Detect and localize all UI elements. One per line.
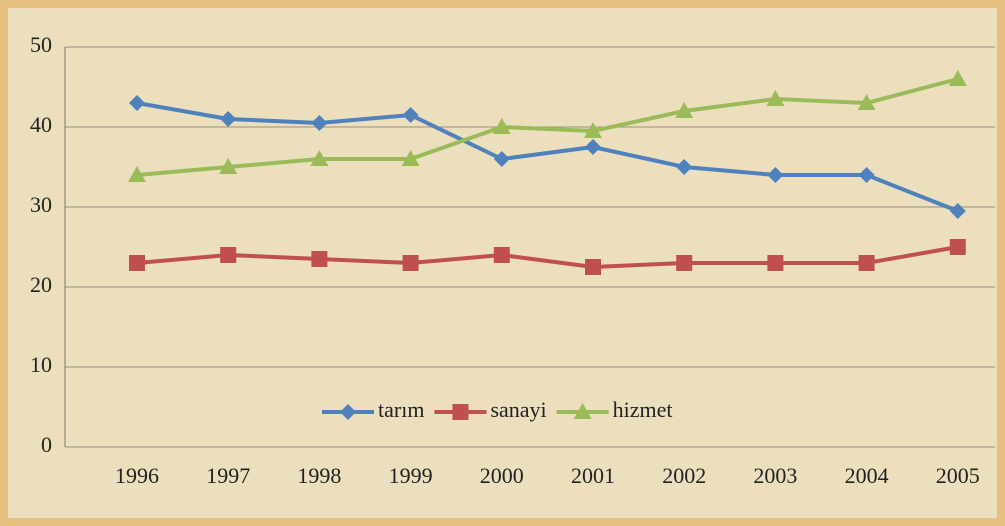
x-tick-label: 2002 [662,463,706,488]
y-tick-label: 0 [41,432,52,457]
marker [128,166,146,182]
marker [949,203,966,219]
marker [220,247,237,263]
marker [767,255,784,271]
marker [492,118,511,134]
marker [493,247,510,263]
marker [949,239,966,255]
x-tick-label: 1998 [297,463,341,488]
marker [948,70,967,86]
marker [585,259,601,275]
marker [584,122,602,138]
x-tick-label: 1997 [206,463,250,488]
marker [340,404,356,420]
marker [573,403,592,419]
x-tick-label: 2003 [753,463,797,488]
marker [766,90,785,106]
y-tick-label: 30 [30,192,52,217]
legend-label: sanayi [490,397,546,422]
marker [220,111,237,127]
x-tick-label: 2001 [571,463,615,488]
series-line [136,245,959,270]
marker [129,95,145,111]
marker [493,151,510,167]
x-tick-label: 2005 [936,463,980,488]
series-line [136,101,959,213]
marker [675,102,694,118]
marker [767,167,784,183]
legend-label: tarım [378,397,424,422]
x-tick-label: 1999 [389,463,433,488]
marker [129,255,145,271]
series-line [136,77,959,177]
legend-label: hizmet [613,397,673,422]
marker [858,167,875,183]
marker [676,159,693,175]
marker [676,255,693,271]
marker [311,251,328,267]
marker [311,115,328,131]
y-tick-label: 40 [30,112,52,137]
marker [858,255,875,271]
marker [219,158,238,174]
marker [857,94,876,110]
marker [402,255,419,271]
marker [401,150,420,166]
x-tick-label: 2004 [845,463,889,488]
y-tick-label: 10 [30,352,52,377]
y-tick-label: 20 [30,272,52,297]
marker [310,150,329,166]
marker [452,404,469,420]
marker [585,139,601,155]
marker [402,107,419,123]
x-tick-label: 1996 [115,463,159,488]
y-tick-label: 50 [30,32,52,57]
x-tick-label: 2000 [480,463,524,488]
